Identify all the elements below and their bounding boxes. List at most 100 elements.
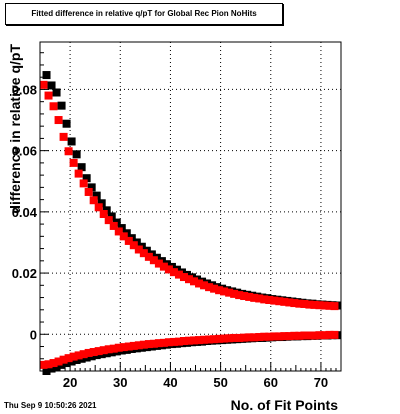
y-tick-label: 0.06: [12, 144, 37, 159]
red-marker: [300, 331, 309, 340]
red-marker: [225, 288, 234, 297]
red-marker: [79, 350, 88, 359]
red-marker: [89, 348, 98, 357]
red-marker: [205, 283, 214, 292]
red-marker: [134, 341, 143, 350]
red-marker: [210, 284, 219, 293]
red-marker: [260, 295, 269, 304]
red-marker: [164, 265, 173, 274]
red-marker: [59, 132, 68, 141]
red-marker: [200, 335, 209, 344]
red-marker: [320, 301, 329, 310]
x-axis-label: No. of Fit Points: [231, 397, 339, 413]
red-marker: [124, 342, 133, 351]
red-marker: [230, 289, 239, 298]
red-marker: [139, 249, 148, 258]
red-marker: [185, 336, 193, 345]
red-marker: [149, 339, 158, 348]
red-marker: [210, 335, 219, 344]
red-marker: [104, 216, 113, 225]
red-marker: [169, 337, 178, 346]
black-marker: [52, 88, 61, 97]
red-marker: [315, 331, 324, 340]
y-tick-label: 0.02: [12, 266, 37, 281]
x-tick-label: 60: [264, 375, 278, 390]
red-marker: [305, 331, 314, 340]
red-marker: [320, 331, 329, 340]
red-marker: [89, 196, 98, 205]
red-marker: [245, 333, 254, 342]
red-marker: [174, 270, 183, 279]
red-marker: [109, 344, 118, 353]
black-marker: [77, 163, 86, 172]
red-marker: [114, 227, 123, 236]
red-marker: [94, 347, 103, 356]
red-marker: [190, 277, 199, 286]
red-marker: [280, 332, 289, 341]
red-marker: [250, 293, 259, 302]
red-marker: [39, 360, 48, 369]
red-marker: [114, 343, 123, 352]
red-marker: [119, 343, 128, 352]
red-marker: [255, 333, 264, 342]
x-tick-label: 20: [63, 375, 77, 390]
red-marker: [104, 345, 113, 354]
red-marker: [195, 336, 204, 345]
red-marker: [235, 333, 244, 342]
red-marker: [265, 295, 274, 304]
red-marker: [325, 330, 334, 339]
red-marker: [315, 301, 324, 310]
red-marker: [179, 273, 188, 282]
data-markers: [39, 71, 342, 375]
red-marker: [205, 335, 214, 344]
red-marker: [164, 338, 173, 347]
red-marker: [270, 332, 279, 341]
black-marker: [42, 71, 51, 80]
red-marker: [154, 339, 163, 348]
black-marker: [62, 119, 71, 128]
red-marker: [330, 330, 339, 339]
red-marker: [265, 332, 274, 341]
red-marker: [260, 332, 269, 341]
red-marker: [109, 221, 118, 230]
red-marker: [144, 340, 153, 349]
axis-ticks: [39, 52, 342, 372]
red-marker: [285, 298, 294, 307]
red-marker: [305, 300, 314, 309]
red-marker: [74, 169, 83, 178]
red-marker: [99, 209, 108, 218]
red-marker: [179, 337, 188, 346]
tick-labels: 20 30 40 50 60 70 0 0.02 0.04 0.06 0.08: [12, 82, 328, 390]
y-tick-label: 0.04: [12, 205, 38, 220]
red-marker: [119, 232, 128, 241]
red-marker: [59, 355, 68, 364]
chart-title-box: Fitted difference in relative q/pT for G…: [5, 3, 283, 25]
red-marker: [79, 179, 88, 188]
red-marker: [169, 268, 178, 277]
x-tick-label: 70: [314, 375, 328, 390]
red-marker: [84, 187, 93, 196]
red-marker: [275, 297, 284, 306]
x-tick-label: 30: [113, 375, 127, 390]
red-marker: [270, 296, 279, 305]
red-marker: [285, 332, 294, 341]
black-marker: [87, 183, 96, 192]
red-marker: [44, 91, 53, 100]
grid-lines: [40, 42, 341, 371]
red-marker: [220, 334, 229, 343]
y-tick-label: 0.08: [12, 82, 37, 97]
x-tick-label: 40: [163, 375, 177, 390]
red-marker: [325, 301, 334, 310]
red-marker: [159, 262, 168, 271]
red-marker: [235, 291, 244, 300]
footer-timestamp: Thu Sep 9 10:50:26 2021: [4, 401, 97, 410]
chart-title: Fitted difference in relative q/pT for G…: [31, 9, 257, 18]
y-tick-label: 0: [30, 327, 37, 342]
red-marker: [275, 332, 284, 341]
black-marker: [47, 364, 56, 373]
red-marker: [159, 338, 168, 347]
red-marker: [215, 286, 224, 295]
plot-frame: [39, 41, 342, 372]
red-marker: [300, 299, 309, 308]
